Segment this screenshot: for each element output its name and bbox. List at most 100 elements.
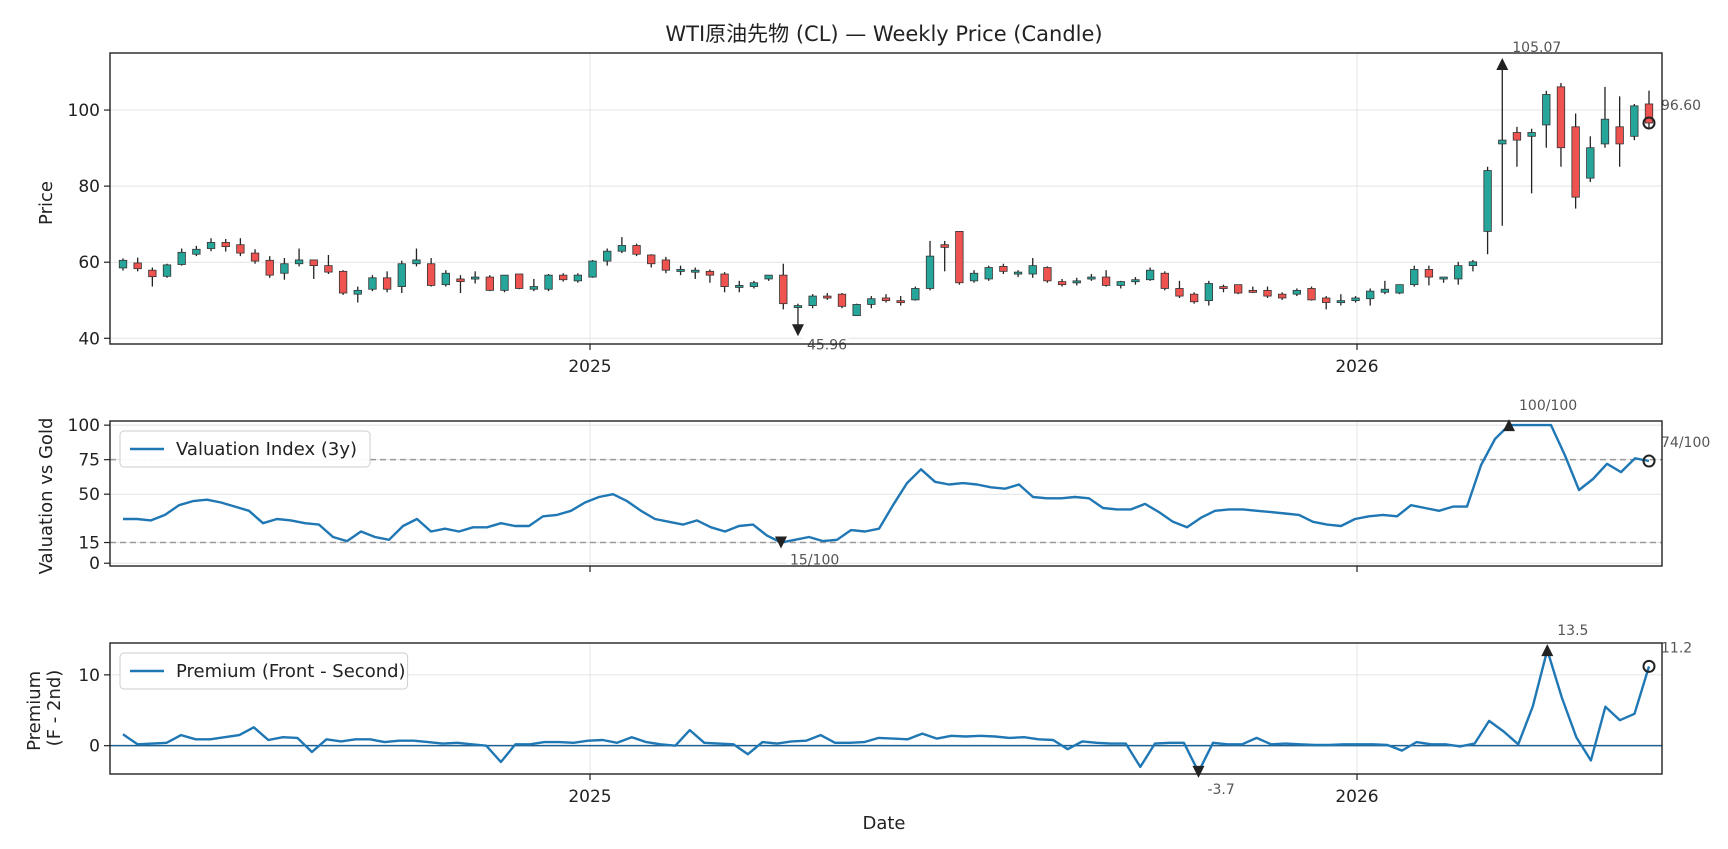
candle-body-52 [881, 297, 891, 302]
candle-43 [749, 280, 759, 289]
candle-body-91 [1454, 265, 1463, 280]
candle-body-46 [793, 305, 803, 308]
candle-13 [309, 259, 318, 279]
candle-body-72 [1175, 288, 1184, 297]
premium-legend-box [119, 652, 409, 690]
candle-body-10 [265, 259, 274, 276]
candle-body-34 [617, 245, 627, 252]
candle-body-94 [1498, 139, 1507, 145]
candle-body-54 [911, 288, 920, 301]
candle-57 [955, 231, 964, 285]
candle-49 [837, 293, 847, 309]
candle-body-51 [867, 298, 876, 305]
candle-body-75 [1219, 286, 1228, 289]
price-ylabel: Price [36, 181, 57, 225]
candle-body-48 [823, 295, 832, 299]
candle-body-49 [837, 293, 847, 307]
candle-body-19 [397, 263, 406, 287]
candle-body-39 [691, 269, 700, 273]
candle-body-1 [133, 262, 142, 270]
candle-58 [969, 270, 979, 283]
candle-body-25 [485, 276, 494, 291]
price-last-label: 96.60 [1661, 98, 1701, 114]
premium-max-marker [1541, 644, 1554, 657]
candle-body-84 [1351, 297, 1360, 302]
candle-body-66 [1087, 276, 1096, 280]
candle-20 [412, 248, 421, 267]
valuation-max-marker [1503, 419, 1515, 432]
candle-60 [999, 263, 1008, 275]
price-min-label: 45.96 [807, 337, 847, 353]
candle-70 [1145, 267, 1155, 281]
candle-body-86 [1380, 288, 1390, 293]
candle-79 [1278, 292, 1287, 300]
candle-body-53 [896, 300, 905, 304]
candle-body-2 [148, 269, 157, 278]
candle-body-45 [779, 274, 788, 305]
valuation-last-label: 74/100 [1661, 435, 1710, 451]
candle-5 [192, 245, 201, 257]
candle-body-67 [1101, 276, 1111, 286]
candle-92 [1468, 259, 1478, 272]
candle-body-65 [1072, 280, 1081, 284]
valuation-series-line [123, 423, 1650, 544]
premium-min-label: -3.7 [1207, 782, 1234, 798]
candle-100 [1586, 136, 1595, 182]
candle-body-20 [412, 259, 421, 265]
candle-body-85 [1366, 290, 1375, 300]
premium-ytick-label-10: 10 [78, 666, 100, 686]
candle-91 [1454, 261, 1463, 285]
candle-body-69 [1131, 279, 1140, 283]
candle-42 [735, 280, 744, 293]
candle-body-92 [1468, 261, 1478, 267]
premium-last-label: 11.2 [1661, 640, 1692, 656]
candle-body-12 [294, 259, 304, 265]
price-max-label: 105.07 [1512, 40, 1561, 56]
candle-69 [1131, 277, 1140, 285]
candle-36 [647, 254, 656, 268]
candle-16 [353, 286, 362, 303]
candle-body-24 [471, 276, 480, 280]
candle-body-83 [1336, 300, 1346, 304]
premium-ylabel-line-1: Premium [24, 671, 45, 751]
valuation-ytick-label-50: 50 [78, 485, 100, 505]
premium-min-label-bg [1203, 780, 1242, 798]
candle-body-29 [544, 274, 553, 290]
candle-96 [1527, 128, 1536, 194]
candle-55 [925, 240, 935, 291]
candle-body-33 [603, 250, 612, 262]
candle-51 [867, 296, 876, 309]
candle-body-16 [353, 289, 362, 295]
valuation-legend-box [119, 430, 371, 468]
candle-40 [705, 269, 715, 283]
candle-body-44 [764, 274, 773, 280]
candle-body-73 [1189, 293, 1199, 303]
chart-title: WTI原油先物 (CL) — Weekly Price (Candle) [665, 22, 1102, 46]
candle-30 [559, 273, 568, 282]
candle-75 [1219, 284, 1228, 293]
candle-34 [617, 237, 627, 254]
candle-68 [1116, 280, 1125, 289]
candle-29 [544, 274, 553, 292]
candle-76 [1234, 284, 1243, 295]
candle-26 [500, 274, 509, 293]
candle-body-89 [1424, 269, 1434, 278]
candle-97 [1542, 90, 1551, 148]
candle-56 [940, 240, 949, 272]
candle-24 [471, 271, 480, 284]
candle-body-47 [808, 295, 817, 306]
candle-body-90 [1439, 276, 1448, 280]
candle-44 [764, 274, 773, 281]
candle-7 [221, 239, 230, 252]
candle-body-30 [559, 274, 568, 281]
candle-52 [881, 294, 891, 303]
valuation-ytick-label-15: 15 [78, 534, 100, 554]
candle-84 [1351, 296, 1360, 303]
candle-14 [324, 254, 333, 275]
candle-body-50 [852, 304, 861, 317]
candle-body-11 [280, 263, 289, 274]
candle-87 [1395, 284, 1404, 295]
candle-body-60 [999, 265, 1008, 272]
candle-body-97 [1542, 94, 1551, 126]
